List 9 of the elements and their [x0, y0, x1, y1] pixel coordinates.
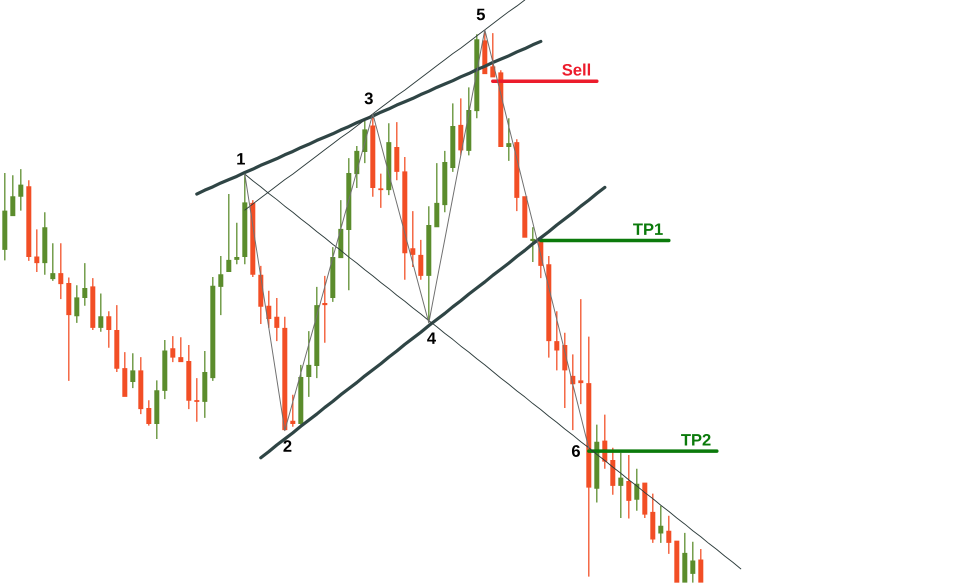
- annotation: 3: [364, 92, 373, 104]
- annotation: 4: [427, 332, 436, 344]
- series-label: Sell: [562, 64, 590, 76]
- series-label: TP2: [681, 434, 711, 446]
- annotation: 1: [237, 153, 245, 165]
- series-label: TP1: [633, 224, 663, 235]
- annotation: 2: [283, 440, 292, 452]
- annotation: 5: [476, 8, 485, 20]
- annotation: 6: [572, 445, 580, 457]
